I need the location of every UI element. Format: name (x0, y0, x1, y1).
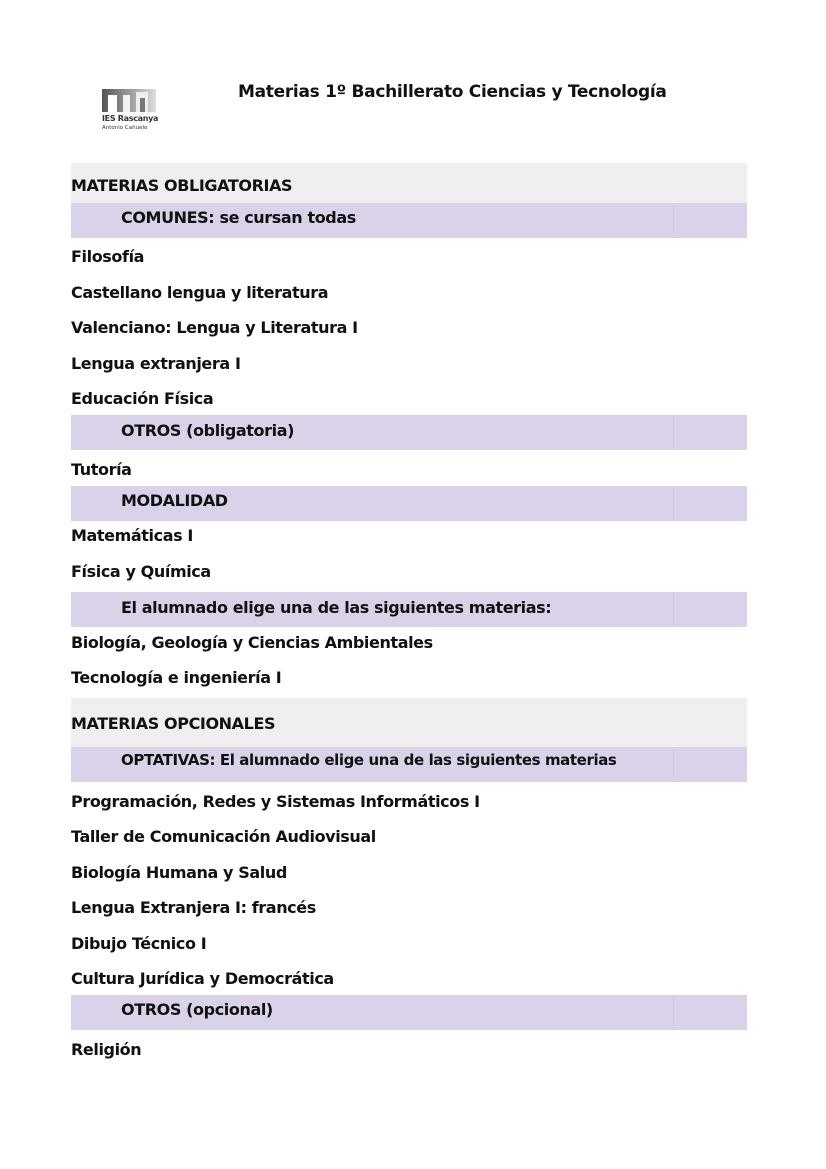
school-logo: IES Rascanya Antonio Cañuelo (100, 86, 162, 136)
subsection-heading-comunes: COMUNES: se cursan todas (71, 203, 747, 238)
subsection-heading-otros-opcional: OTROS (opcional) (71, 995, 747, 1030)
section-heading-obligatorias: MATERIAS OBLIGATORIAS (71, 163, 747, 203)
subject-item: Cultura Jurídica y Democrática (71, 969, 334, 988)
subject-item: Educación Física (71, 389, 214, 408)
logo-text-line2: Antonio Cañuelo (102, 125, 148, 131)
subsection-heading-eleccion: El alumnado elige una de las siguientes … (71, 592, 747, 627)
subject-item: Programación, Redes y Sistemas Informáti… (71, 792, 480, 811)
subject-item: Filosofía (71, 247, 145, 266)
page-title: Materias 1º Bachillerato Ciencias y Tecn… (238, 82, 667, 102)
subject-item: Tecnología e ingeniería I (71, 668, 282, 687)
subject-item: Dibujo Técnico I (71, 934, 207, 953)
subsection-heading-optativas: OPTATIVAS: El alumnado elige una de las … (71, 747, 747, 782)
subject-item: Valenciano: Lengua y Literatura I (71, 318, 358, 337)
section-heading-opcionales: MATERIAS OPCIONALES (71, 698, 747, 747)
subject-item: Física y Química (71, 562, 211, 581)
subject-item: Matemáticas I (71, 526, 193, 545)
subject-item: Lengua Extranjera I: francés (71, 898, 316, 917)
logo-text-line1: IES Rascanya (102, 114, 159, 123)
subsection-heading-modalidad: MODALIDAD (71, 486, 747, 521)
school-logo-mark (102, 89, 156, 112)
subject-item: Biología, Geología y Ciencias Ambientale… (71, 633, 433, 652)
subject-item: Biología Humana y Salud (71, 863, 287, 882)
subject-item: Tutoría (71, 460, 132, 479)
subject-item: Taller de Comunicación Audiovisual (71, 827, 376, 846)
subject-item: Castellano lengua y literatura (71, 283, 329, 302)
subsection-heading-otros-obligatoria: OTROS (obligatoria) (71, 415, 747, 450)
subject-item: Lengua extranjera I (71, 354, 241, 373)
subject-item: Religión (71, 1040, 142, 1059)
